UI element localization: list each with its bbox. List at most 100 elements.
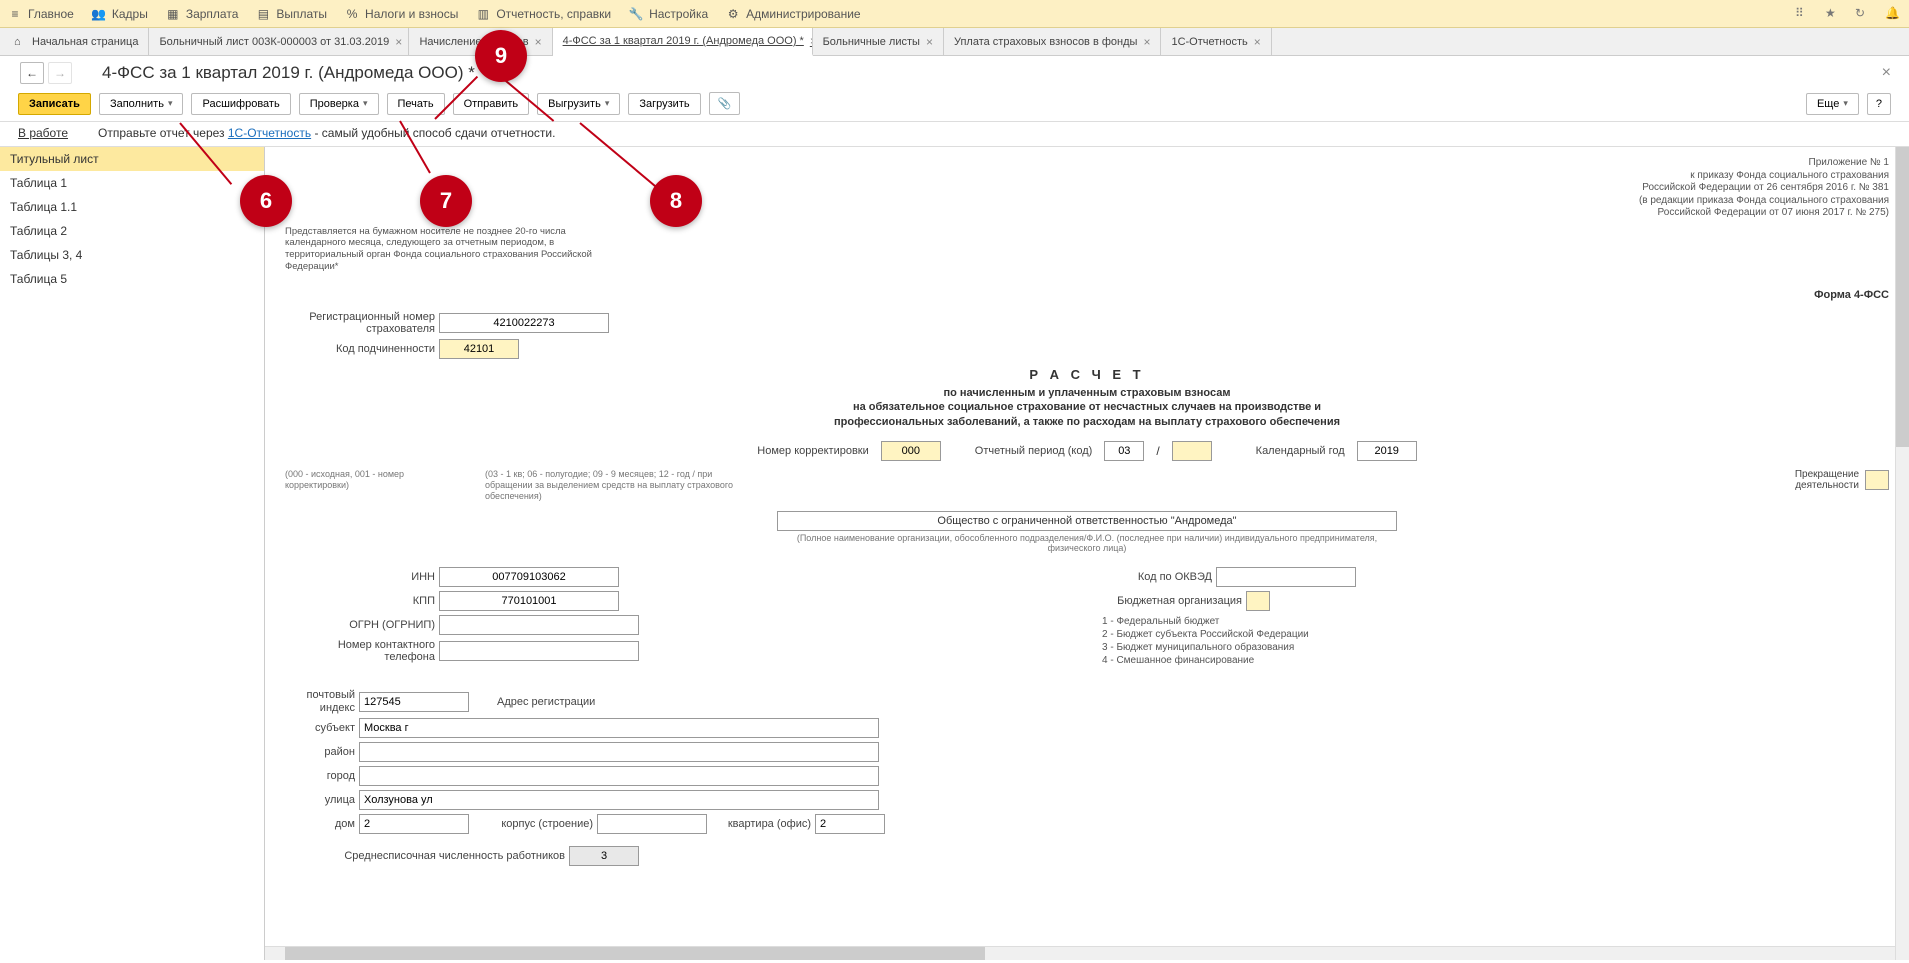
menu-main[interactable]: ≡Главное bbox=[8, 7, 74, 21]
fill-button[interactable]: Заполнить▾ bbox=[99, 93, 184, 115]
flat-field[interactable] bbox=[815, 814, 885, 834]
calc-icon: ▦ bbox=[166, 7, 180, 21]
more-button[interactable]: Еще▾ bbox=[1806, 93, 1859, 115]
menu-nastroyka[interactable]: 🔧Настройка bbox=[629, 7, 708, 21]
fullname-field[interactable]: Общество с ограниченной ответственностью… bbox=[777, 511, 1397, 531]
annotation-6: 6 bbox=[240, 175, 292, 227]
inn-field[interactable] bbox=[439, 567, 619, 587]
year-field[interactable] bbox=[1357, 441, 1417, 461]
phone-label: Номер контактного телефона bbox=[285, 639, 435, 663]
apps-icon[interactable]: ⠿ bbox=[1795, 6, 1811, 22]
info-bar: В работе Отправьте отчет через 1С-Отчетн… bbox=[0, 122, 1909, 147]
city-label: город bbox=[285, 770, 355, 782]
send-button[interactable]: Отправить bbox=[453, 93, 530, 115]
avgnum-label: Среднесписочная численность работников bbox=[285, 850, 565, 862]
status-label[interactable]: В работе bbox=[18, 126, 68, 140]
close-page-button[interactable]: × bbox=[1876, 64, 1897, 82]
corr-note: (000 - исходная, 001 - номер корректиров… bbox=[285, 469, 465, 491]
fullname-note: (Полное наименование организации, обособ… bbox=[777, 533, 1397, 553]
nav-back-button[interactable]: ← bbox=[20, 62, 44, 84]
check-button[interactable]: Проверка▾ bbox=[299, 93, 379, 115]
period-note: (03 - 1 кв; 06 - полугодие; 09 - 9 месяц… bbox=[485, 469, 745, 501]
close-icon[interactable]: × bbox=[395, 35, 402, 49]
import-button[interactable]: Загрузить bbox=[628, 93, 700, 115]
tab-uplata[interactable]: Уплата страховых взносов в фонды× bbox=[944, 28, 1162, 55]
star-icon[interactable]: ★ bbox=[1825, 6, 1841, 22]
close-icon[interactable]: × bbox=[926, 35, 933, 49]
korpus-field[interactable] bbox=[597, 814, 707, 834]
subj-field[interactable] bbox=[359, 718, 879, 738]
sidebar-item-table5[interactable]: Таблица 5 bbox=[0, 267, 264, 291]
chevron-down-icon: ▾ bbox=[168, 98, 173, 109]
menu-kadry[interactable]: 👥Кадры bbox=[92, 7, 148, 21]
okved-field[interactable] bbox=[1216, 567, 1356, 587]
zip-label: почтовый индекс bbox=[285, 689, 355, 713]
bell-icon[interactable]: 🔔 bbox=[1885, 6, 1901, 22]
menu-nalogi[interactable]: %Налоги и взносы bbox=[345, 7, 458, 21]
paperclip-icon: 📎 bbox=[718, 97, 732, 110]
phone-field[interactable] bbox=[439, 641, 639, 661]
nav-forward-button[interactable]: → bbox=[48, 62, 72, 84]
budgetorg-label: Бюджетная организация bbox=[1102, 595, 1242, 607]
annotation-7: 7 bbox=[420, 175, 472, 227]
menu-otchet[interactable]: ▥Отчетность, справки bbox=[476, 7, 611, 21]
tab-4fss[interactable]: 4-ФСС за 1 квартал 2019 г. (Андромеда ОО… bbox=[553, 28, 813, 56]
otchetnost-link[interactable]: 1С-Отчетность bbox=[228, 126, 311, 140]
corrnum-field[interactable] bbox=[881, 441, 941, 461]
history-icon[interactable]: ↻ bbox=[1855, 6, 1871, 22]
appendix-note: Приложение № 1 к приказу Фонда социально… bbox=[285, 157, 1889, 220]
budgetorg-field[interactable] bbox=[1246, 591, 1270, 611]
ogrn-label: ОГРН (ОГРНИП) bbox=[285, 619, 435, 631]
attach-button[interactable]: 📎 bbox=[709, 92, 741, 115]
main-area: Титульный лист Таблица 1 Таблица 1.1 Таб… bbox=[0, 147, 1909, 960]
period2-field[interactable] bbox=[1172, 441, 1212, 461]
avgnum-field[interactable] bbox=[569, 846, 639, 866]
stopact-field[interactable] bbox=[1865, 470, 1889, 490]
help-button[interactable]: ? bbox=[1867, 93, 1891, 115]
decrypt-button[interactable]: Расшифровать bbox=[191, 93, 290, 115]
close-icon[interactable]: × bbox=[1254, 35, 1261, 49]
annotation-9: 9 bbox=[475, 30, 527, 82]
tab-bolnichny[interactable]: Больничный лист 003К-000003 от 31.03.201… bbox=[149, 28, 409, 55]
sidebar-item-table11[interactable]: Таблица 1.1 bbox=[0, 195, 264, 219]
house-field[interactable] bbox=[359, 814, 469, 834]
subcode-field[interactable] bbox=[439, 339, 519, 359]
tab-bolnichnye-listy[interactable]: Больничные листы× bbox=[813, 28, 944, 55]
calc-subtitle: по начисленным и уплаченным страховым вз… bbox=[807, 386, 1367, 429]
okved-label: Код по ОКВЭД bbox=[1102, 571, 1212, 583]
ogrn-field[interactable] bbox=[439, 615, 639, 635]
close-icon[interactable]: × bbox=[1143, 35, 1150, 49]
tab-home[interactable]: ⌂Начальная страница bbox=[4, 28, 149, 55]
sidebar-item-table34[interactable]: Таблицы 3, 4 bbox=[0, 243, 264, 267]
calc-title: Р А С Ч Е Т bbox=[285, 367, 1889, 382]
sidebar-item-title[interactable]: Титульный лист bbox=[0, 147, 264, 171]
street-field[interactable] bbox=[359, 790, 879, 810]
corrnum-label: Номер корректировки bbox=[757, 445, 868, 457]
regnum-field[interactable] bbox=[439, 313, 609, 333]
menu-admin[interactable]: ⚙Администрирование bbox=[726, 7, 860, 21]
period-field[interactable] bbox=[1104, 441, 1144, 461]
print-button[interactable]: Печать bbox=[387, 93, 445, 115]
city-field[interactable] bbox=[359, 766, 879, 786]
wrench-icon: 🔧 bbox=[629, 7, 643, 21]
money-icon: ▤ bbox=[256, 7, 270, 21]
zip-field[interactable] bbox=[359, 692, 469, 712]
kpp-label: КПП bbox=[285, 595, 435, 607]
kpp-field[interactable] bbox=[439, 591, 619, 611]
form-content: Приложение № 1 к приказу Фонда социально… bbox=[265, 147, 1909, 960]
menu-vyplaty[interactable]: ▤Выплаты bbox=[256, 7, 327, 21]
tab-1c-otchet[interactable]: 1С-Отчетность× bbox=[1161, 28, 1271, 55]
menu-zarplata[interactable]: ▦Зарплата bbox=[166, 7, 239, 21]
vertical-scrollbar[interactable] bbox=[1895, 147, 1909, 960]
close-icon[interactable]: × bbox=[535, 35, 542, 49]
period-label: Отчетный период (код) bbox=[975, 445, 1093, 457]
budget-note: 1 - Федеральный бюджет 2 - Бюджет субъек… bbox=[1102, 615, 1889, 667]
chevron-down-icon: ▾ bbox=[1843, 98, 1848, 109]
horizontal-scrollbar[interactable] bbox=[265, 946, 1895, 960]
gear-icon: ⚙ bbox=[726, 7, 740, 21]
write-button[interactable]: Записать bbox=[18, 93, 91, 115]
export-button[interactable]: Выгрузить▾ bbox=[537, 93, 620, 115]
sidebar-item-table2[interactable]: Таблица 2 bbox=[0, 219, 264, 243]
people-icon: 👥 bbox=[92, 7, 106, 21]
district-field[interactable] bbox=[359, 742, 879, 762]
